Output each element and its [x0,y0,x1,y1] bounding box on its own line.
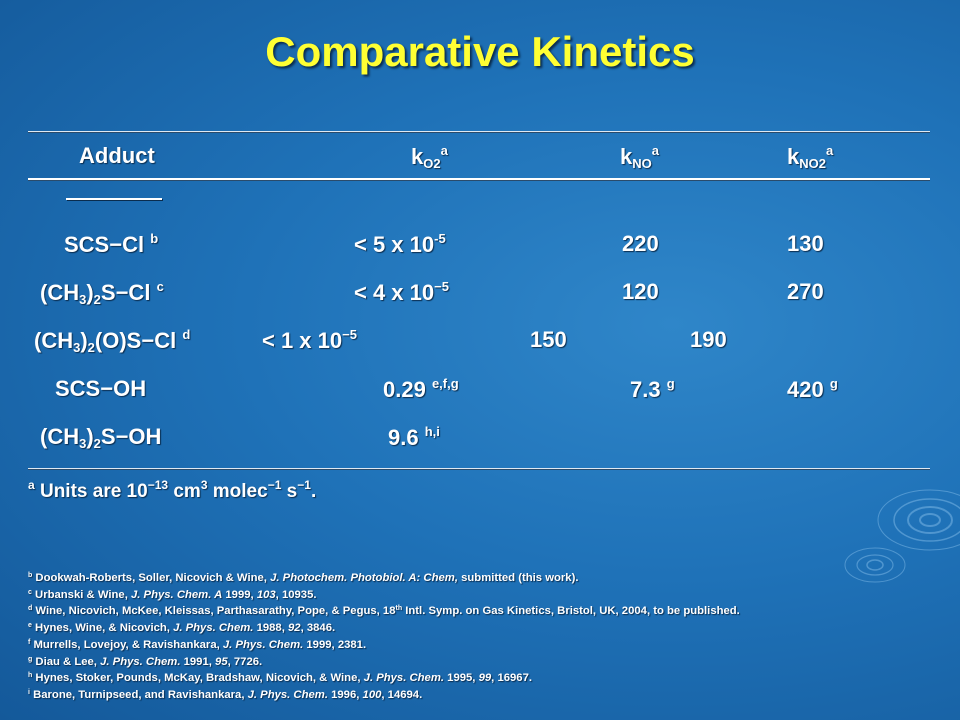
header-k-o2: kO2a [411,143,448,171]
references-list: b Dookwah-Roberts, Soller, Nicovich & Wi… [28,569,928,703]
units-footnote: a Units are 10−13 cm3 molec−1 s−1. [28,478,317,502]
reference-f: f Murrells, Lovejoy, & Ravishankara, J. … [28,638,367,651]
table-bottom-rule [28,468,930,469]
row-2-k-no2: 270 [787,279,824,304]
reference-b: b Dookwah-Roberts, Soller, Nicovich & Wi… [28,572,579,584]
row-2-adduct: (CH3)2S−Cl c [40,279,164,307]
header-rule [28,178,930,180]
row-4-k-no2: 420 g [787,376,838,402]
slide-title: Comparative Kinetics [265,28,695,75]
header-k-no: kNOa [620,143,659,171]
row-1-k-o2: < 5 x 10-5 [354,231,446,257]
row-2-k-o2: < 4 x 10−5 [354,279,449,305]
row-1-k-no: 220 [622,231,659,256]
row-5-adduct: (CH3)2S−OH [40,424,162,451]
reference-c: c Urbanski & Wine, J. Phys. Chem. A 1999… [28,588,317,601]
header-underline [66,198,162,200]
row-3-k-no2: 190 [690,327,727,352]
table-top-rule [28,131,930,132]
row-1-k-no2: 130 [787,231,824,256]
reference-i: i Barone, Turnipseed, and Ravishankara, … [28,688,423,701]
row-3-adduct: (CH3)2(O)S−Cl d [34,327,191,355]
row-4-k-o2: 0.29 e,f,g [383,376,459,402]
row-5-k-o2: 9.6 h,i [388,424,440,450]
reference-d: d Wine, Nicovich, McKee, Kleissas, Parth… [28,605,740,618]
reference-h: h Hynes, Stoker, Pounds, McKay, Bradshaw… [28,672,533,685]
header-k-no2: kNO2a [787,143,834,171]
header-adduct: Adduct [79,143,155,168]
reference-e: e Hynes, Wine, & Nicovich, J. Phys. Chem… [28,622,336,635]
row-2-k-no: 120 [622,279,659,304]
reference-g: g Diau & Lee, J. Phys. Chem. 1991, 95, 7… [28,655,263,668]
row-4-k-no: 7.3 g [630,376,675,402]
row-3-k-no: 150 [530,327,567,352]
row-4-adduct: SCS−OH [55,376,147,401]
water-ripple-decoration [844,489,960,583]
row-1-adduct: SCS−Cl b [64,231,159,257]
row-3-k-o2: < 1 x 10−5 [262,327,357,353]
